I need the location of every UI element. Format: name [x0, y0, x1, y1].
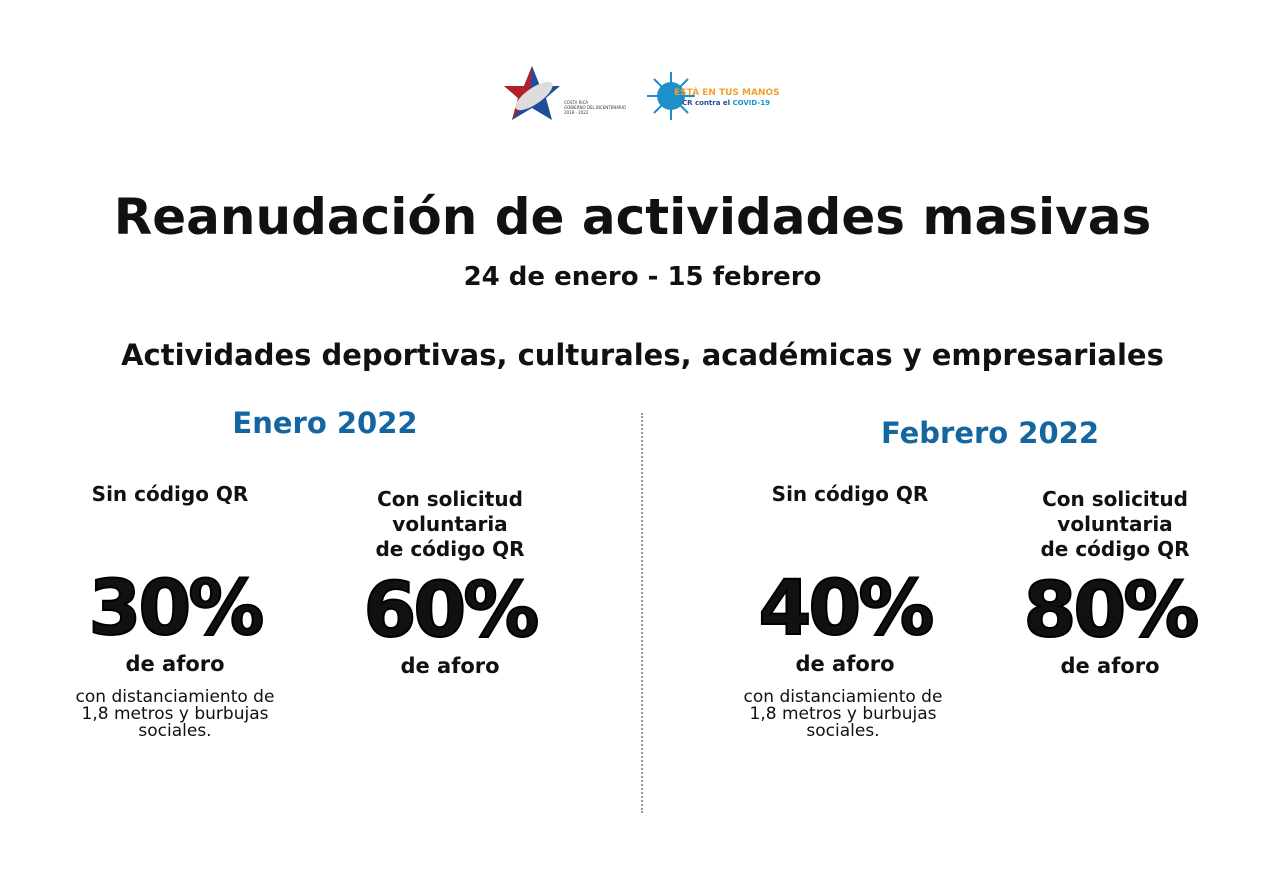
logo-text-line: COSTA RICA	[564, 100, 589, 105]
campaign-slogan: ESTÁ EN TUS MANOS	[674, 88, 780, 98]
page-title: Reanudación de actividades masivas	[113, 188, 1152, 246]
label-line: voluntaria	[1057, 512, 1173, 536]
label-line: Con solicitud	[377, 487, 523, 511]
capacity-value: 80%	[1023, 565, 1201, 654]
label-no-qr: Sin código QR	[771, 482, 929, 506]
campaign-covid: COVID-19	[732, 99, 770, 107]
logo-text-line: 2018 - 2022	[564, 110, 589, 115]
subtitle: Actividades deportivas, culturales, acad…	[121, 338, 1164, 372]
month-heading: Enero 2022	[232, 406, 418, 440]
capacity-value: 30%	[88, 563, 266, 652]
capacity-unit: de aforo	[125, 652, 225, 676]
campaign-line2: CR contra el	[682, 99, 731, 107]
campaign-logo: ESTÁ EN TUS MANOS CR contra el COVID-19	[646, 70, 780, 125]
note-line: 1,8 metros y burbujas	[749, 704, 937, 724]
label-with-qr: Con solicitud voluntaria de código QR	[995, 487, 1235, 562]
virus-icon	[647, 72, 695, 120]
star-logo-icon	[504, 66, 560, 120]
month-heading: Febrero 2022	[880, 416, 1100, 450]
note-line: sociales.	[138, 721, 212, 741]
label-no-qr: Sin código QR	[91, 482, 249, 506]
label-with-qr: Con solicitud voluntaria de código QR	[330, 487, 570, 562]
note-line: con distanciamiento de	[75, 687, 275, 707]
section-divider	[641, 413, 643, 813]
distancing-note: con distanciamiento de 1,8 metros y burb…	[718, 689, 968, 740]
capacity-unit: de aforo	[1060, 654, 1160, 678]
note-line: con distanciamiento de	[743, 687, 943, 707]
capacity-unit: de aforo	[400, 654, 500, 678]
distancing-note: con distanciamiento de 1,8 metros y burb…	[50, 689, 300, 740]
label-line: de código QR	[1040, 537, 1190, 561]
date-range: 24 de enero - 15 febrero	[463, 262, 822, 292]
logo-text-line: GOBIERNO DEL BICENTENARIO	[564, 105, 627, 110]
capacity-value: 40%	[758, 563, 936, 652]
capacity-value: 60%	[363, 565, 541, 654]
label-line: Con solicitud	[1042, 487, 1188, 511]
label-line: voluntaria	[392, 512, 508, 536]
note-line: sociales.	[806, 721, 880, 741]
note-line: 1,8 metros y burbujas	[81, 704, 269, 724]
government-logo: COSTA RICA GOBIERNO DEL BICENTENARIO 201…	[502, 64, 632, 124]
capacity-unit: de aforo	[795, 652, 895, 676]
label-line: de código QR	[375, 537, 525, 561]
